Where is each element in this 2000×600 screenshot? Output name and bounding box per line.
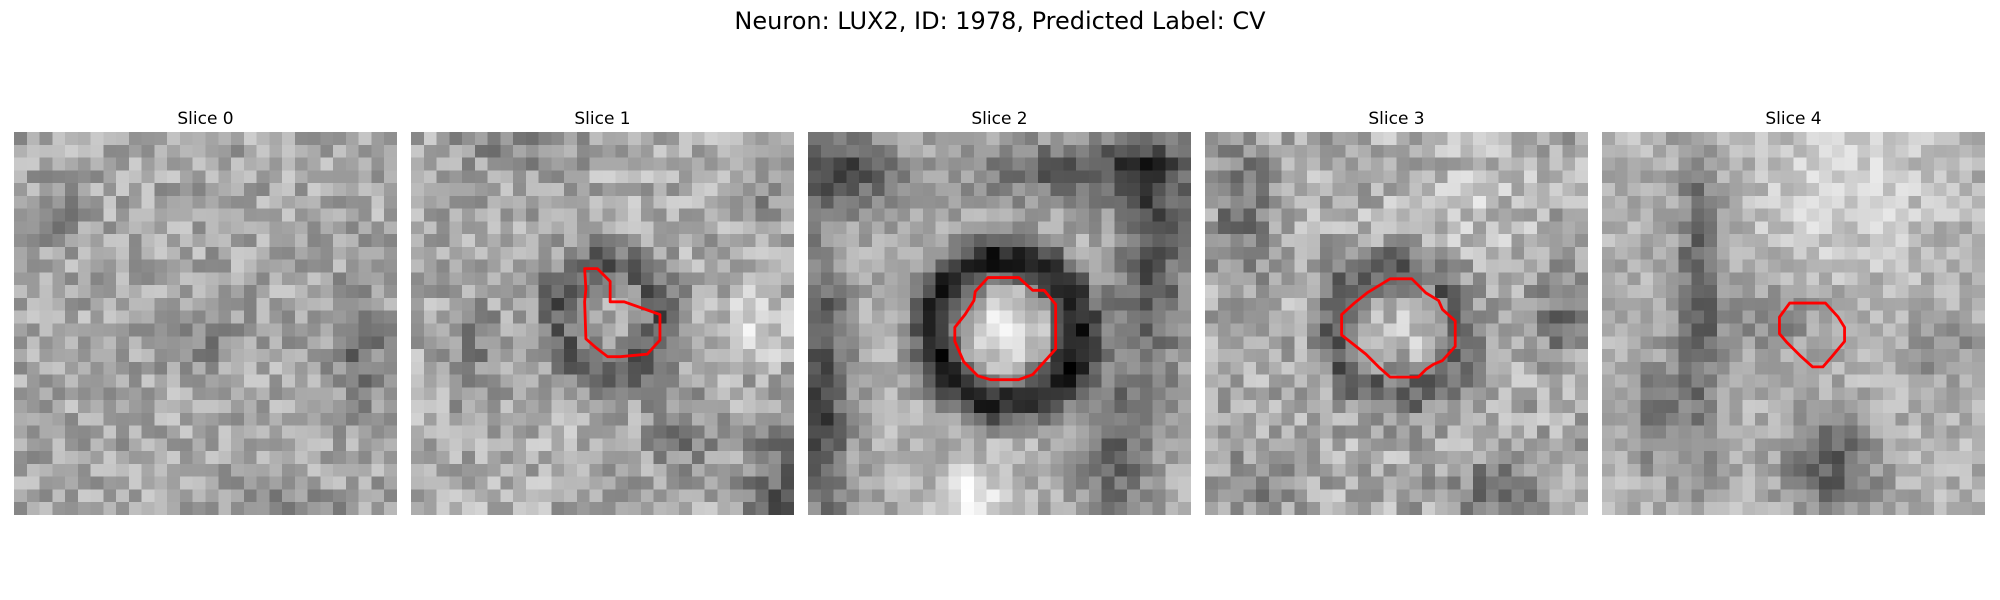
slice-image-4 (1602, 132, 1985, 515)
slice-panel-2: Slice 2 (808, 106, 1191, 515)
roi-contour-1 (583, 267, 662, 359)
slice-image-0 (14, 132, 397, 515)
roi-contour-4 (1778, 301, 1846, 369)
roi-contour-2 (953, 276, 1058, 382)
slice-image-2 (808, 132, 1191, 515)
slice-panel-1: Slice 1 (411, 106, 794, 515)
slice-image-1 (411, 132, 794, 515)
slice-panel-0: Slice 0 (14, 106, 397, 515)
slice-title-1: Slice 1 (574, 109, 631, 129)
roi-contour-3 (1340, 277, 1457, 379)
slice-title-0: Slice 0 (177, 109, 234, 129)
slice-panel-4: Slice 4 (1602, 106, 1985, 515)
figure-title: Neuron: LUX2, ID: 1978, Predicted Label:… (734, 7, 1266, 35)
slice-image-3 (1205, 132, 1588, 515)
slice-title-2: Slice 2 (971, 109, 1028, 129)
slice-title-4: Slice 4 (1765, 109, 1822, 129)
slice-panel-3: Slice 3 (1205, 106, 1588, 515)
slice-title-3: Slice 3 (1368, 109, 1425, 129)
